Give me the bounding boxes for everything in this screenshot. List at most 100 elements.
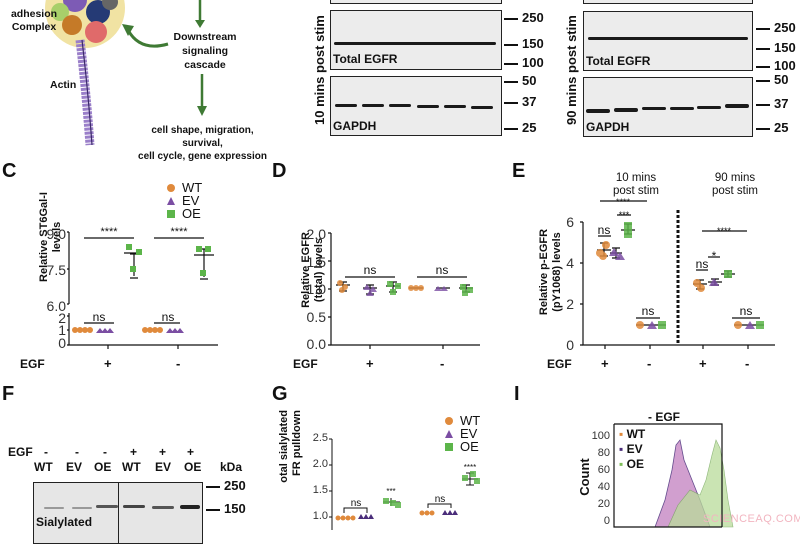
histogram-legend: ▪ WT ▪ EV ▪ OE	[619, 427, 646, 471]
ytick-d-2: 2.0	[306, 226, 326, 242]
legend-wt: WT	[182, 180, 203, 195]
marker-37: 37	[504, 94, 536, 109]
marker90-250: 250	[756, 20, 796, 35]
total-egfr-blot-10min: Total EGFR	[330, 10, 502, 70]
egf-minus-e1: -	[647, 356, 652, 371]
egf-state-3: -	[103, 445, 107, 459]
group1-line2: post stim	[612, 185, 659, 197]
gapdh90-band-6	[725, 104, 749, 108]
focal-adhesion-illustration	[45, 0, 207, 146]
egf-state-2: -	[75, 445, 79, 459]
ytick-i-0: 0	[603, 515, 610, 527]
ytick-e-0: 0	[566, 337, 574, 353]
ytick-i-100: 100	[591, 430, 610, 442]
ytick-c-6: 6.0	[46, 298, 66, 314]
ytick-i-60: 60	[597, 464, 610, 476]
legend-g-wt: WT	[460, 413, 481, 428]
legend-g-oe: OE	[460, 439, 479, 454]
legend-oe: OE	[182, 206, 201, 221]
gapdh-band-6	[471, 106, 493, 109]
lane-6: OE	[184, 460, 202, 474]
sig-c-2: ****	[170, 226, 188, 238]
hist-legend-wt: WT	[626, 427, 646, 441]
gapdh90-band-1	[586, 109, 610, 113]
f-marker-250: 250	[206, 478, 246, 493]
marker90-100: 100	[756, 58, 796, 73]
ytick-c-2: 2	[58, 310, 66, 326]
gapdh-blot-90min: GAPDH	[583, 77, 753, 137]
plot-c: **** **** ns ns	[67, 226, 218, 349]
blot-top-partial	[330, 0, 502, 4]
sig-e-6: *	[712, 249, 717, 263]
gapdh-band-3	[389, 104, 411, 107]
sig-e-1: ****	[616, 197, 631, 207]
sig-e-4: ns	[642, 304, 655, 318]
sig-d-2: ns	[436, 263, 449, 277]
gapdh-band-1	[335, 104, 357, 107]
plot-g: ns *** ns ****	[329, 438, 480, 530]
ytick-g-1.5: 1.5	[312, 484, 328, 496]
sig-c-4: ns	[162, 310, 175, 324]
ytick-c-7.5: 7.5	[46, 262, 66, 278]
hist-legend-oe: OE	[626, 457, 644, 471]
hist-legend-ev: EV	[626, 442, 643, 456]
adhesion-label-line2: Complex	[11, 21, 57, 33]
ytick-c-9: 9.0	[46, 226, 66, 242]
ytick-d-0: 0.0	[306, 336, 326, 352]
ytick-g-2: 2.0	[312, 458, 328, 470]
total-egfr-label: Total EGFR	[333, 52, 398, 66]
blot-top-partial-90	[583, 0, 753, 4]
blot-divider	[118, 483, 119, 543]
plot-e: **** *** ns ns **** * ns ns	[580, 197, 775, 349]
legend-g: WT EV OE	[444, 413, 481, 454]
gapdh-blot-10min: GAPDH	[330, 76, 502, 136]
egf-state-row: - - - + + +	[44, 445, 204, 459]
gapdh90-band-2	[614, 108, 638, 112]
sig-e-8: ns	[740, 304, 753, 318]
outcome-line2: cell cycle, gene expression	[138, 151, 267, 162]
marker90-50: 50	[756, 72, 788, 87]
sia-band-4	[123, 505, 145, 508]
sig-e-7: ns	[696, 257, 709, 271]
lane-2: EV	[66, 460, 83, 474]
ytick-c-1: 1	[58, 322, 66, 338]
gapdh90-band-4	[670, 107, 694, 110]
gapdh90-band-3	[642, 107, 666, 110]
ytick-d-1.5: 1.5	[306, 254, 326, 270]
sig-c-3: ns	[93, 310, 106, 324]
egfr-band	[334, 42, 496, 45]
marker90-25: 25	[756, 120, 788, 135]
panel-letter-c: C	[2, 160, 17, 182]
total-egfr-blot-90min: Total EGFR	[583, 11, 753, 71]
downstream-label: Downstream signaling cascade	[170, 30, 240, 72]
panel-letter-f: F	[2, 383, 15, 405]
ytick-g-1: 1.0	[312, 510, 328, 522]
egf-state-1: -	[44, 445, 48, 459]
gapdh90-band-5	[697, 106, 721, 109]
ytick-i-80: 80	[597, 447, 610, 459]
sia-band-6	[180, 505, 200, 509]
histogram-title: - EGF	[648, 410, 680, 424]
legend-c: WT EV OE	[166, 180, 203, 221]
adhesion-label-line1: adhesion	[10, 8, 58, 20]
marker-50: 50	[504, 73, 536, 88]
panel-letter-e: E	[512, 160, 526, 182]
egf-label-e: EGF	[547, 357, 572, 371]
ytick-d-0.5: 0.5	[306, 309, 326, 325]
sig-c-1: ****	[100, 226, 118, 238]
adhesion-complex-label: adhesion Complex	[10, 8, 58, 34]
egf-plus-d: +	[366, 356, 374, 371]
sig-e-3: ns	[598, 223, 611, 237]
egf-state-4: +	[130, 445, 138, 459]
marker90-150: 150	[756, 40, 796, 55]
sig-e-5: ****	[717, 226, 732, 236]
downstream-line1: Downstream	[173, 31, 237, 43]
group-label-90min: 90 mins post stim	[695, 172, 775, 198]
gapdh-band-4	[417, 105, 439, 108]
lane-1: WT	[34, 460, 53, 474]
downstream-line3: cascade	[184, 59, 226, 71]
ytick-e-6: 6	[566, 214, 574, 230]
marker-150: 150	[504, 36, 544, 51]
egf-state-6: +	[187, 445, 195, 459]
total-egfr-label-90: Total EGFR	[586, 54, 651, 68]
